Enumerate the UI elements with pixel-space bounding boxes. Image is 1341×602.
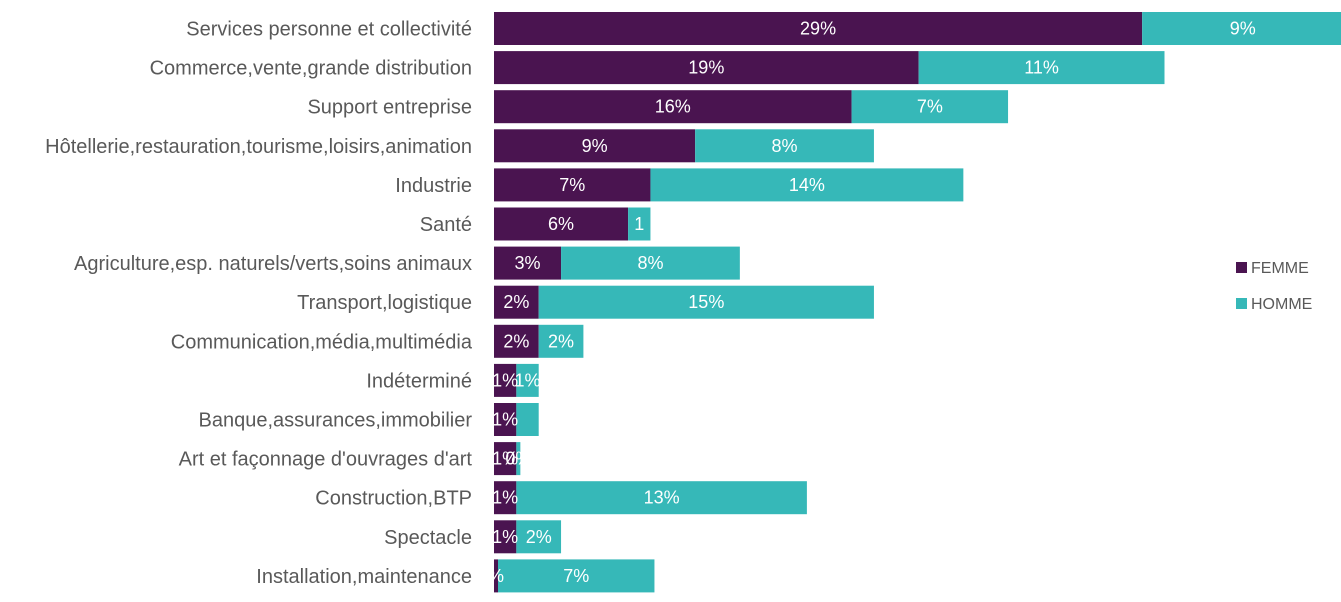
bar-segment-femme xyxy=(494,129,696,163)
bar-segment-femme xyxy=(494,207,629,241)
data-label-homme: 7% xyxy=(917,97,943,117)
data-label-homme: 9% xyxy=(1230,19,1256,39)
bar-segment-homme xyxy=(628,207,651,241)
data-label-homme: 14% xyxy=(789,175,825,195)
bar-segment-femme xyxy=(494,520,517,554)
category-labels: Services personne et collectivité Commerc… xyxy=(45,19,473,588)
legend: FEMME HOMME xyxy=(1236,260,1312,313)
category-label: Spectacle xyxy=(384,527,472,549)
data-label-homme: 13% xyxy=(644,488,680,508)
data-label-femme: 6% xyxy=(548,214,574,234)
data-label-homme: 2% xyxy=(548,331,574,351)
category-label: Art et façonnage d'ouvrages d'art xyxy=(179,449,473,471)
bar-segment-femme xyxy=(494,559,498,593)
category-label: Hôtellerie,restauration,tourisme,loisirs… xyxy=(45,136,472,158)
data-label-femme: 7% xyxy=(559,175,585,195)
data-label-femme: 9% xyxy=(582,136,608,156)
bar-segment-homme xyxy=(918,51,1165,85)
bar-segment-homme xyxy=(538,324,584,358)
data-label-femme: 3% xyxy=(515,253,541,273)
bar-segment-homme xyxy=(561,246,740,280)
data-label-homme: 11% xyxy=(1024,58,1059,78)
data-label-homme: 7% xyxy=(563,566,589,586)
bar-segment-homme xyxy=(516,442,521,476)
data-label-femme: 1% xyxy=(492,370,518,390)
data-label-femme: 1% xyxy=(492,527,518,547)
data-label-femme: 29% xyxy=(800,19,836,39)
legend-label-femme: FEMME xyxy=(1251,260,1309,277)
category-label: Banque,assurances,immobilier xyxy=(199,410,473,432)
data-label-homme: 2% xyxy=(526,527,552,547)
bar-segment-homme xyxy=(650,168,964,202)
bar-segment-homme xyxy=(498,559,655,593)
bar-segment-femme xyxy=(494,12,1143,45)
bar-segment-homme xyxy=(851,90,1009,124)
bar-segment-femme xyxy=(494,90,852,124)
category-label: Transport,logistique xyxy=(297,292,472,314)
data-label-homme: 8% xyxy=(637,253,663,273)
category-label: Construction,BTP xyxy=(315,488,472,510)
data-label-homme: 15% xyxy=(688,292,724,312)
data-label-homme: 8% xyxy=(772,136,798,156)
bar-segment-homme xyxy=(516,403,539,436)
data-label-femme: 1% xyxy=(492,488,518,508)
category-label: Commerce,vente,grande distribution xyxy=(150,58,472,80)
data-label-femme: 1% xyxy=(492,410,518,430)
data-label-femme: 19% xyxy=(688,58,724,78)
bar-segment-homme xyxy=(516,363,539,397)
category-label: Indéterminé xyxy=(366,370,472,392)
category-label: Santé xyxy=(420,214,472,236)
value-labels: 29% 9%19% 11%16% 7%9% 8%7% 14%6% 13% 8%2% 15%2% 2… xyxy=(488,19,1256,586)
data-label-femme: % xyxy=(488,566,504,586)
bar-segment-femme xyxy=(494,442,517,476)
category-label: Agriculture,esp. naturels/verts,soins an… xyxy=(74,253,472,275)
data-label-homme: 1% xyxy=(515,370,541,390)
category-label: Services personne et collectivité xyxy=(186,19,472,41)
bar-segment-femme xyxy=(494,324,539,358)
data-label-homme: 0% xyxy=(505,449,531,469)
bar-segment-femme xyxy=(494,403,517,436)
bar-segment-femme xyxy=(494,481,517,515)
bar-segment-femme xyxy=(494,51,919,85)
legend-swatch-homme xyxy=(1236,298,1247,309)
data-label-femme: 2% xyxy=(503,331,529,351)
legend-swatch-femme xyxy=(1236,262,1247,273)
bar-segment-femme xyxy=(494,168,651,202)
bar-segment-homme xyxy=(695,129,874,163)
bar-segment-homme xyxy=(516,520,562,554)
bar-segment-homme xyxy=(538,285,874,319)
category-label: Industrie xyxy=(395,175,472,197)
bar-segment-femme xyxy=(494,246,562,280)
bar-segment-femme xyxy=(494,285,539,319)
data-label-femme: 1% xyxy=(492,449,518,469)
category-label: Installation,maintenance xyxy=(256,566,472,588)
category-label: Support entreprise xyxy=(307,97,472,119)
data-label-femme: 2% xyxy=(503,292,529,312)
bar-segment-homme xyxy=(516,481,807,515)
data-label-femme: 16% xyxy=(655,97,691,117)
legend-label-homme: HOMME xyxy=(1251,296,1312,313)
bar-segment-femme xyxy=(494,363,517,397)
category-label: Communication,média,multimédia xyxy=(171,331,473,353)
data-label-homme: 1 xyxy=(634,214,644,234)
bar-segment-homme xyxy=(1142,12,1341,45)
bar-series xyxy=(494,12,1341,593)
